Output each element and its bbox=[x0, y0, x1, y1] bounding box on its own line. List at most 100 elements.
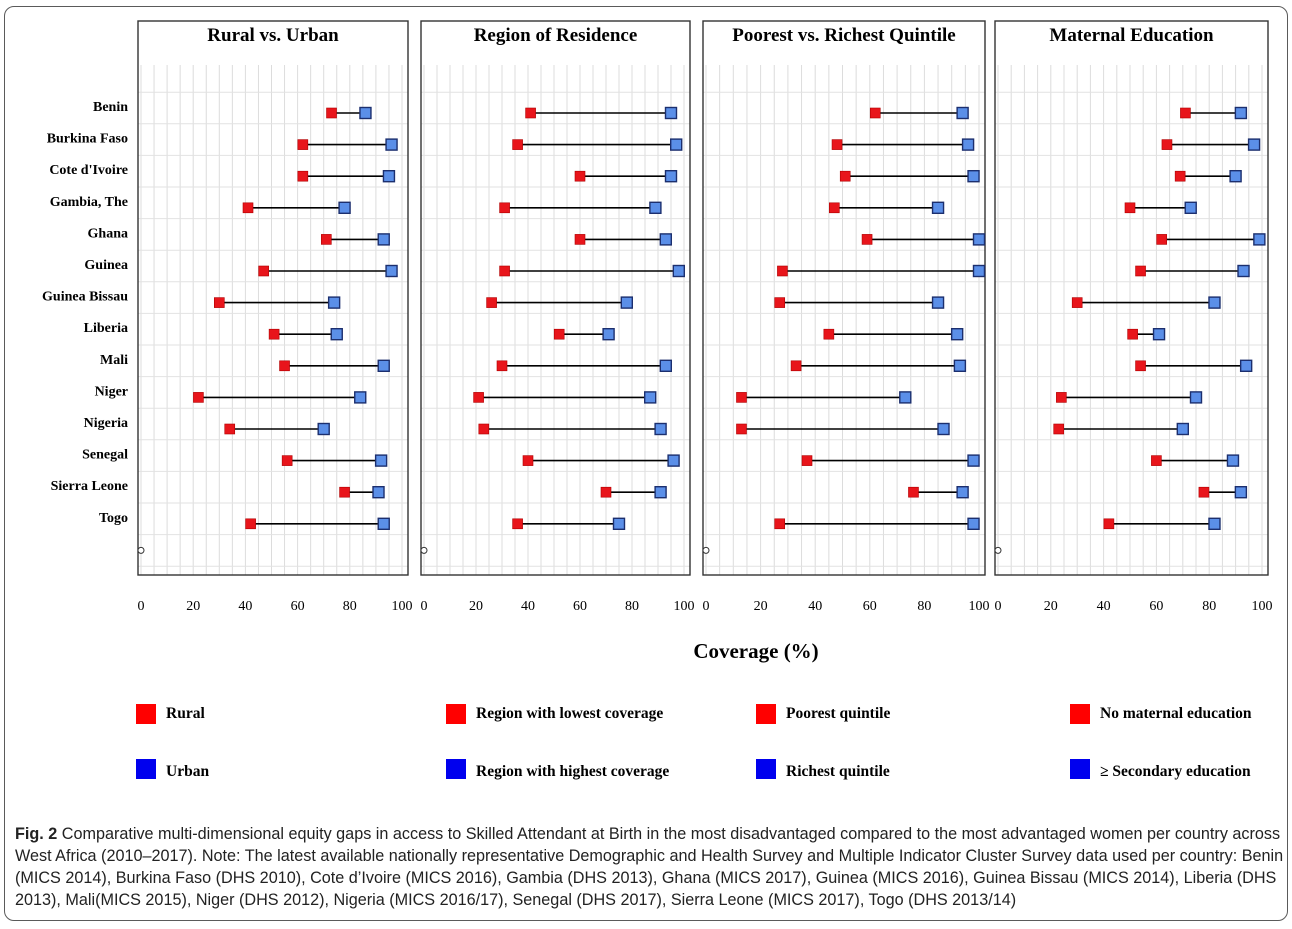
high-point bbox=[649, 201, 662, 215]
high-point bbox=[1253, 233, 1266, 246]
high-point bbox=[1208, 296, 1221, 309]
low-point bbox=[1135, 265, 1146, 277]
low-point bbox=[839, 170, 851, 182]
high-point bbox=[667, 454, 680, 467]
high-point bbox=[338, 201, 351, 215]
low-point bbox=[214, 297, 225, 308]
high-point bbox=[967, 517, 980, 530]
low-point bbox=[339, 486, 350, 498]
low-point bbox=[1053, 423, 1065, 435]
high-point bbox=[359, 106, 372, 120]
legend-label-low: No maternal education bbox=[1100, 705, 1252, 722]
legend-swatch-low bbox=[446, 704, 466, 724]
low-point bbox=[777, 265, 788, 277]
country-label: Togo bbox=[99, 511, 128, 526]
high-point bbox=[659, 233, 672, 246]
low-point bbox=[1156, 234, 1167, 245]
high-point bbox=[374, 454, 388, 467]
low-point bbox=[245, 518, 256, 530]
high-point bbox=[612, 517, 626, 530]
country-label: Gambia, The bbox=[50, 195, 128, 210]
low-point bbox=[478, 423, 490, 435]
high-point bbox=[1208, 517, 1221, 530]
panel-frame bbox=[137, 20, 409, 576]
x-tick-label: 60 bbox=[573, 599, 587, 614]
figure-caption: Fig. 2 Comparative multi-dimensional equ… bbox=[15, 823, 1287, 911]
high-point bbox=[385, 264, 398, 278]
high-point bbox=[1184, 201, 1197, 215]
low-point bbox=[574, 170, 586, 182]
country-label: Burkina Faso bbox=[47, 132, 128, 147]
high-point bbox=[664, 169, 678, 183]
high-point bbox=[377, 359, 390, 372]
low-point bbox=[823, 328, 835, 340]
legend-swatch-high bbox=[446, 759, 466, 779]
high-point bbox=[670, 138, 683, 151]
panel-title: Poorest vs. Richest Quintile bbox=[732, 25, 955, 46]
x-tick-label: 0 bbox=[138, 599, 145, 614]
legend-label-high: Richest quintile bbox=[786, 763, 890, 780]
legend-label-low: Poorest quintile bbox=[786, 705, 890, 722]
high-point bbox=[956, 486, 969, 499]
x-tick-label: 80 bbox=[917, 599, 931, 614]
low-point bbox=[1174, 170, 1186, 182]
low-point bbox=[1198, 486, 1210, 498]
legend-swatch-low bbox=[136, 704, 156, 724]
high-point bbox=[317, 422, 330, 436]
low-point bbox=[1135, 360, 1146, 372]
legend-swatch-low bbox=[1070, 704, 1090, 724]
low-point bbox=[790, 360, 802, 372]
high-point bbox=[327, 296, 341, 309]
country-label: Nigeria bbox=[84, 416, 128, 431]
x-tick-label: 0 bbox=[421, 599, 428, 614]
high-point bbox=[1234, 486, 1248, 499]
country-label: Niger bbox=[95, 384, 128, 399]
low-point bbox=[321, 234, 332, 245]
high-point bbox=[931, 201, 945, 215]
x-tick-label: 20 bbox=[469, 599, 483, 614]
low-point bbox=[1124, 202, 1136, 214]
high-point bbox=[931, 296, 945, 309]
high-point bbox=[972, 233, 986, 246]
low-point bbox=[553, 328, 565, 340]
low-point bbox=[774, 297, 786, 308]
low-point bbox=[496, 360, 508, 372]
panel-frame bbox=[420, 20, 691, 576]
low-point bbox=[512, 518, 523, 530]
low-point bbox=[242, 202, 254, 214]
low-point bbox=[279, 360, 290, 372]
high-point bbox=[385, 138, 398, 151]
low-point bbox=[1127, 328, 1138, 340]
x-tick-label: 100 bbox=[969, 599, 990, 614]
low-point bbox=[801, 455, 813, 466]
low-point bbox=[736, 392, 747, 403]
high-point bbox=[1247, 138, 1261, 151]
high-point bbox=[956, 106, 969, 120]
low-point bbox=[736, 423, 747, 435]
low-point bbox=[600, 486, 612, 498]
legend-swatch-low bbox=[756, 704, 776, 724]
x-tick-label: 20 bbox=[1044, 599, 1058, 614]
low-point bbox=[574, 234, 586, 245]
low-point bbox=[499, 265, 510, 277]
panel-frame bbox=[994, 20, 1269, 576]
legend-swatch-high bbox=[136, 759, 156, 779]
dumbbell-chart: Rural vs. Urban 0 20 40 60 80 100 Region of Res… bbox=[42, 20, 1273, 780]
high-point bbox=[937, 422, 950, 436]
low-point bbox=[522, 455, 534, 466]
high-point bbox=[377, 517, 390, 530]
low-point bbox=[512, 139, 523, 150]
country-label: Senegal bbox=[82, 448, 128, 463]
low-point bbox=[831, 139, 843, 150]
low-point bbox=[193, 392, 204, 403]
country-label: Benin bbox=[93, 100, 128, 115]
country-label: Guinea Bissau bbox=[42, 290, 128, 305]
x-axis-title: Coverage (%) bbox=[693, 639, 818, 663]
high-point bbox=[659, 359, 672, 372]
high-point bbox=[672, 264, 685, 278]
low-point bbox=[281, 455, 293, 466]
high-point bbox=[972, 264, 986, 278]
country-label: Sierra Leone bbox=[51, 479, 128, 494]
x-tick-label: 60 bbox=[291, 599, 305, 614]
high-point bbox=[1234, 106, 1248, 120]
